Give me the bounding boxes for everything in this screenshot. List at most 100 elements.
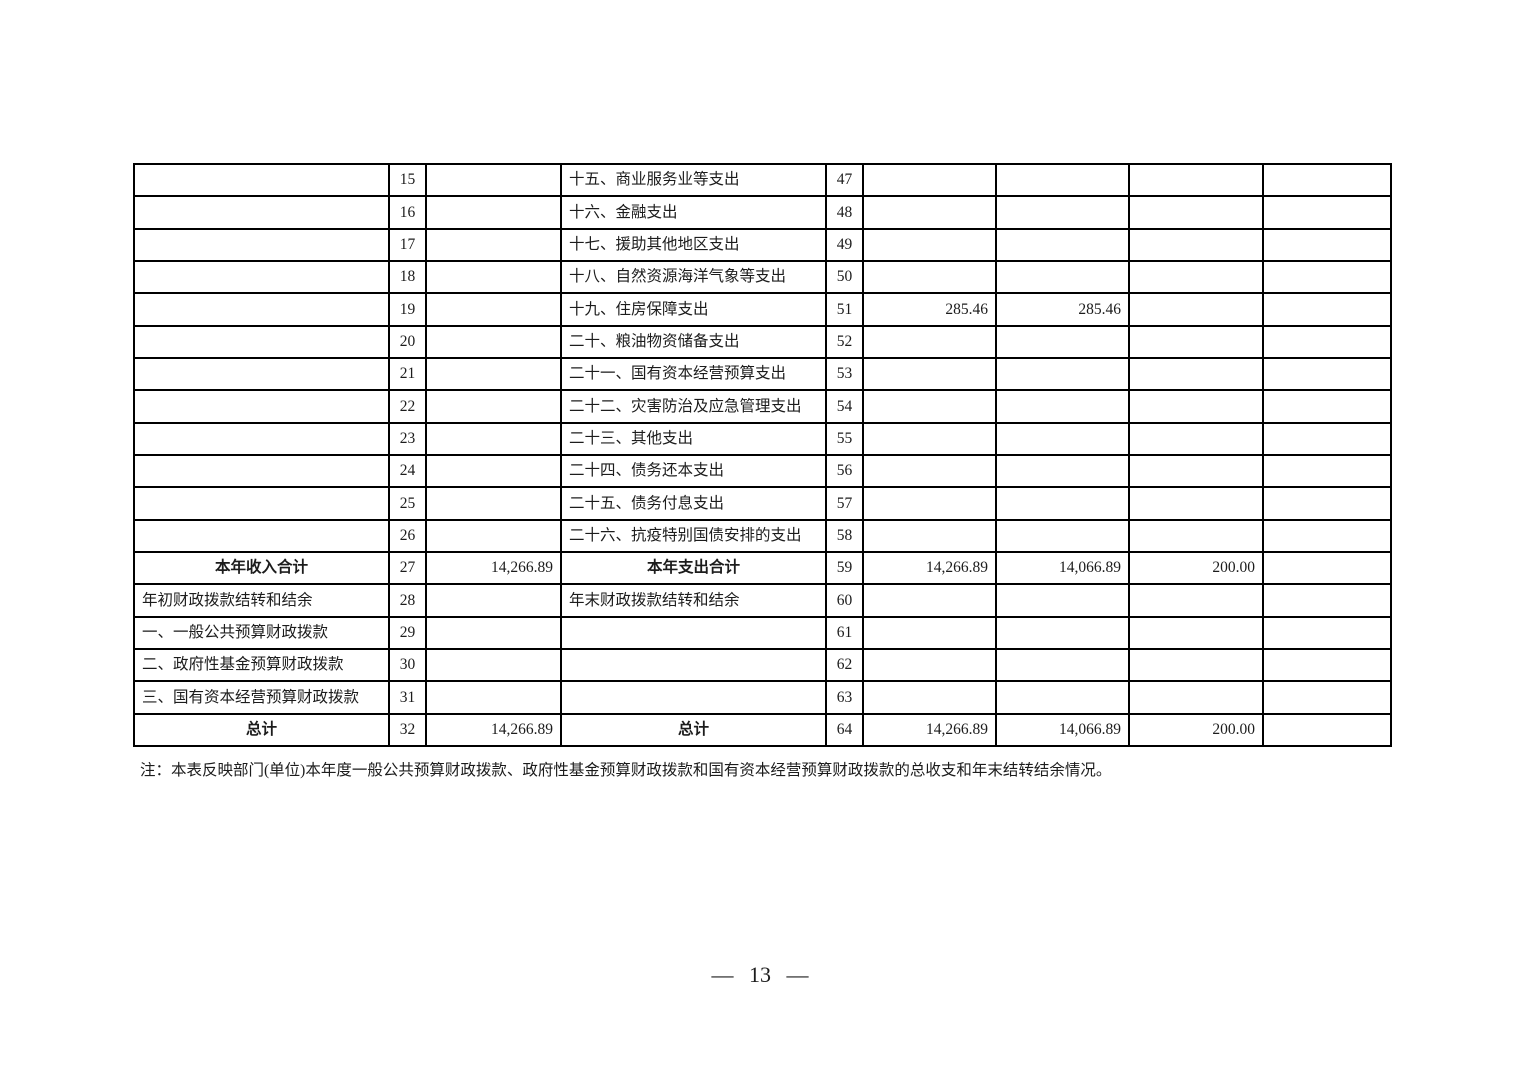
line-no-cell: 16: [388, 195, 427, 230]
amount-cell: 285.46: [995, 292, 1130, 327]
amount-cell: [425, 421, 562, 456]
table-row: 25 二十五、债务付息支出 57: [133, 486, 1392, 521]
amount-cell: [995, 615, 1130, 650]
line-no-cell: 56: [825, 453, 864, 489]
income-item-cell: [133, 162, 390, 198]
line-no-cell: 63: [825, 680, 864, 715]
line-no-cell: 26: [388, 518, 427, 553]
amount-cell: [1128, 518, 1264, 553]
line-no-cell: 25: [388, 486, 427, 521]
income-item-cell: 总计: [133, 712, 390, 748]
amount-cell: [1262, 615, 1392, 650]
amount-cell: [995, 486, 1130, 521]
amount-cell: [1262, 324, 1392, 359]
line-no-cell: 62: [825, 647, 864, 683]
line-no-cell: 47: [825, 162, 864, 198]
expense-item-cell: 二十六、抗疫特别国债安排的支出: [560, 518, 827, 553]
line-no-cell: 59: [825, 550, 864, 586]
expense-item-cell: 十六、金融支出: [560, 195, 827, 230]
amount-cell: [1128, 486, 1264, 521]
amount-cell: [1262, 453, 1392, 489]
table-row: 18 十八、自然资源海洋气象等支出 50: [133, 259, 1392, 295]
line-no-cell: 60: [825, 583, 864, 618]
line-no-cell: 50: [825, 259, 864, 295]
line-no-cell: 17: [388, 227, 427, 262]
income-item-cell: [133, 486, 390, 521]
amount-cell: [995, 389, 1130, 424]
amount-cell: [862, 583, 997, 618]
expense-item-cell: [560, 680, 827, 715]
amount-cell: [1262, 486, 1392, 521]
amount-cell: [1128, 195, 1264, 230]
amount-cell: [995, 356, 1130, 392]
income-item-cell: [133, 259, 390, 295]
amount-cell: [1262, 583, 1392, 618]
amount-cell: [1128, 389, 1264, 424]
line-no-cell: 20: [388, 324, 427, 359]
amount-cell: [425, 583, 562, 618]
amount-cell: [1262, 259, 1392, 295]
income-item-cell: [133, 356, 390, 392]
amount-cell: [995, 259, 1130, 295]
expense-item-cell: 十五、商业服务业等支出: [560, 162, 827, 198]
line-no-cell: 61: [825, 615, 864, 650]
amount-cell: [425, 680, 562, 715]
line-no-cell: 57: [825, 486, 864, 521]
table-row: 16 十六、金融支出 48: [133, 195, 1392, 230]
amount-cell: [425, 292, 562, 327]
amount-cell: [1128, 292, 1264, 327]
line-no-cell: 64: [825, 712, 864, 748]
line-no-cell: 31: [388, 680, 427, 715]
amount-cell: 14,266.89: [862, 712, 997, 748]
amount-cell: [862, 389, 997, 424]
amount-cell: 14,266.89: [425, 712, 562, 748]
table-row: 年初财政拨款结转和结余 28 年末财政拨款结转和结余 60: [133, 583, 1392, 618]
amount-cell: [1128, 583, 1264, 618]
line-no-cell: 53: [825, 356, 864, 392]
line-no-cell: 51: [825, 292, 864, 327]
expense-item-cell: 本年支出合计: [560, 550, 827, 586]
amount-cell: [1262, 389, 1392, 424]
income-item-cell: [133, 195, 390, 230]
amount-cell: [862, 259, 997, 295]
expense-item-cell: 二十三、其他支出: [560, 421, 827, 456]
line-no-cell: 49: [825, 227, 864, 262]
line-no-cell: 15: [388, 162, 427, 198]
amount-cell: [1262, 162, 1392, 198]
table-row: 22 二十二、灾害防治及应急管理支出 54: [133, 389, 1392, 424]
amount-cell: [1128, 647, 1264, 683]
income-item-cell: [133, 518, 390, 553]
table-row: 23 二十三、其他支出 55: [133, 421, 1392, 456]
amount-cell: [1128, 680, 1264, 715]
amount-cell: 14,266.89: [425, 550, 562, 586]
expense-item-cell: [560, 647, 827, 683]
table-row: 20 二十、粮油物资储备支出 52: [133, 324, 1392, 359]
amount-cell: [425, 259, 562, 295]
line-no-cell: 18: [388, 259, 427, 295]
income-item-cell: 三、国有资本经营预算财政拨款: [133, 680, 390, 715]
table-row: 19 十九、住房保障支出 51 285.46 285.46: [133, 292, 1392, 327]
amount-cell: [425, 518, 562, 553]
line-no-cell: 21: [388, 356, 427, 392]
amount-cell: [1128, 615, 1264, 650]
amount-cell: [1262, 356, 1392, 392]
amount-cell: 14,066.89: [995, 550, 1130, 586]
table-row: 26 二十六、抗疫特别国债安排的支出 58: [133, 518, 1392, 553]
amount-cell: [862, 195, 997, 230]
amount-cell: [425, 195, 562, 230]
line-no-cell: 48: [825, 195, 864, 230]
expense-item-cell: 二十一、国有资本经营预算支出: [560, 356, 827, 392]
amount-cell: [1262, 712, 1392, 748]
table-row: 一、一般公共预算财政拨款 29 61: [133, 615, 1392, 650]
line-no-cell: 52: [825, 324, 864, 359]
amount-cell: [1262, 680, 1392, 715]
line-no-cell: 32: [388, 712, 427, 748]
amount-cell: [862, 486, 997, 521]
amount-cell: [1128, 162, 1264, 198]
income-item-cell: 一、一般公共预算财政拨款: [133, 615, 390, 650]
amount-cell: [1262, 421, 1392, 456]
income-item-cell: [133, 292, 390, 327]
amount-cell: [862, 647, 997, 683]
amount-cell: [862, 324, 997, 359]
